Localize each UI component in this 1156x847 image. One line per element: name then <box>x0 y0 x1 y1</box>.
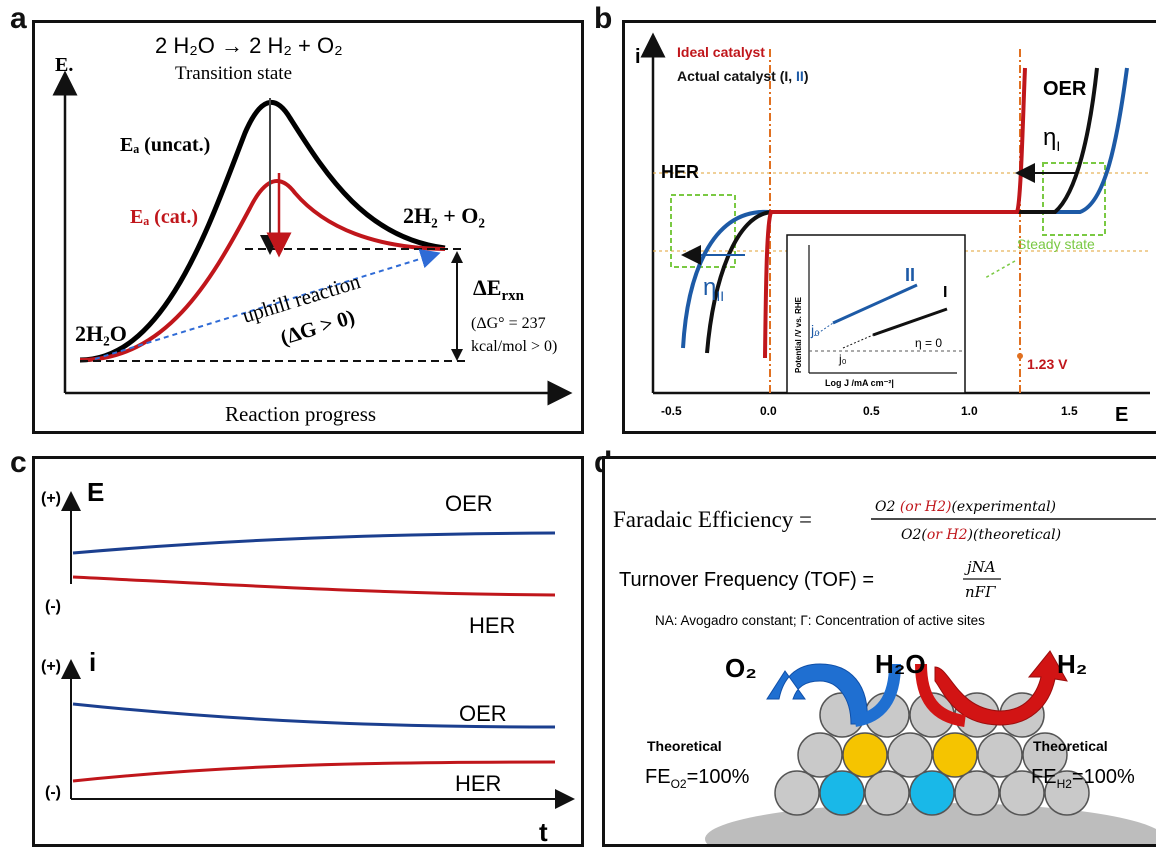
c-top-plus: (+) <box>41 490 61 507</box>
ea-uncat-label: Eₐ (uncat.) <box>120 134 210 156</box>
panel-b-label: b <box>594 2 613 35</box>
delta-e-label: ΔErxn <box>473 275 525 304</box>
panel-a: E. 2 H₂O → 2 H₂ + O₂ Transition state Eₐ… <box>32 20 584 434</box>
eta-i-label: ηI <box>1043 124 1060 154</box>
her-label: HER <box>661 162 699 182</box>
eta-ii-label: ηII <box>703 274 724 304</box>
b-y-axis-label: i <box>635 46 641 68</box>
ea-cat-label: Eₐ (cat.) <box>130 206 198 228</box>
panel-d-diagram: Faradaic Efficiency = O2 (or H2)(experim… <box>613 499 1156 844</box>
tick-label: 1.5 <box>1061 404 1078 418</box>
fe-o2-label: FEO2=100% <box>645 766 750 791</box>
ideal-catalyst-label: Ideal catalyst <box>677 44 765 60</box>
i-oer-curve <box>72 702 556 729</box>
tafel-inset: Potential /V vs. RHE Log J /mA cm⁻²| II … <box>786 234 966 394</box>
tof-denominator: nFΓ <box>965 583 996 601</box>
c-bottom-minus: (-) <box>45 784 61 801</box>
h2-label: H₂ <box>1057 649 1087 679</box>
i-her-curve <box>72 760 556 783</box>
catalyst-base <box>705 803 1156 844</box>
tick-label: 0.0 <box>760 404 777 418</box>
panel-a-label: a <box>10 2 27 35</box>
oer-label: OER <box>1043 78 1087 100</box>
reversible-marker <box>1017 353 1023 359</box>
steady-state-pointer <box>984 260 1016 279</box>
dg0-line2: kcal/mol > 0) <box>471 338 557 355</box>
c-top-oer-label: OER <box>445 491 493 516</box>
tick-label: -0.5 <box>661 404 682 418</box>
c-top-minus: (-) <box>45 598 61 615</box>
tof-numerator: jNA <box>964 558 996 576</box>
reaction-equation: 2 H₂O → 2 H₂ + O₂ <box>155 33 343 58</box>
tof-lhs: Turnover Frequency (TOF) = <box>619 569 874 591</box>
inset-x-label: Log J /mA cm⁻²| <box>825 378 894 388</box>
a-x-axis-label: Reaction progress <box>225 402 376 426</box>
inset-ii-label: II <box>905 265 915 285</box>
steady-state-label: Steady state <box>1017 236 1095 252</box>
e-her-curve <box>72 575 556 597</box>
theoretical-left: Theoretical <box>647 738 722 754</box>
b-x-axis-label: E <box>1115 404 1128 426</box>
reactant-label: 2H₂O <box>75 321 127 346</box>
uphill-arrow <box>94 248 441 360</box>
c-bottom-her-label: HER <box>455 771 501 796</box>
c-t-label: t <box>539 817 548 844</box>
c-bottom-plus: (+) <box>41 658 61 675</box>
h2o-label: H₂O <box>875 649 926 679</box>
c-bottom-y-label: i <box>89 647 96 677</box>
catalyzed-curve <box>79 179 446 362</box>
a-y-axis-label: E. <box>55 54 73 76</box>
inset-tafel-i <box>872 307 948 337</box>
inset-y-label: Potential /V vs. RHE <box>794 296 803 373</box>
fe-h2-label: FEH2=100% <box>1031 766 1135 791</box>
steady-box-her <box>670 194 736 268</box>
c-top-her-label: HER <box>469 613 515 638</box>
panel-c: (+) E (-) OER HER (+) i (-) OER HER t <box>32 456 584 847</box>
theoretical-right: Theoretical <box>1033 738 1108 754</box>
dg0-line1: (ΔG° = 237 <box>471 315 546 332</box>
panel-c-label: c <box>10 446 27 479</box>
c-bottom-oer-label: OER <box>459 701 507 726</box>
o2-evolution-arrow <box>766 663 868 725</box>
products-label: 2H₂ + O₂ <box>403 203 485 228</box>
b-ticks: -0.5 0.0 0.5 1.0 1.5 <box>661 404 1078 418</box>
steady-box-oer <box>1042 162 1106 236</box>
c-top-y-label: E <box>87 477 104 507</box>
panel-b-diagram: i E -0.5 0.0 0.5 1.0 1.5 Ideal catalyst … <box>635 32 1150 426</box>
atom-cluster <box>774 692 1090 816</box>
tick-label: 1.0 <box>961 404 978 418</box>
inset-j0-i: j₀ <box>838 352 847 366</box>
panel-a-diagram: E. 2 H₂O → 2 H₂ + O₂ Transition state Eₐ… <box>52 33 573 426</box>
panel-b: i E -0.5 0.0 0.5 1.0 1.5 Ideal catalyst … <box>622 20 1156 434</box>
panel-d: Faradaic Efficiency = O2 (or H2)(experim… <box>602 456 1156 847</box>
transition-state-label: Transition state <box>175 63 292 84</box>
reversible-potential-label: 1.23 V <box>1027 356 1068 372</box>
o2-label: O₂ <box>725 653 757 683</box>
panel-c-diagram: (+) E (-) OER HER (+) i (-) OER HER t <box>41 477 575 844</box>
fe-numerator: O2 (or H2)(experimental) <box>875 499 1056 515</box>
tick-label: 0.5 <box>863 404 880 418</box>
inset-tafel-ii <box>832 283 918 325</box>
fe-denominator: O2(or H2)(theoretical) <box>901 527 1061 543</box>
constants-note: NA: Avogadro constant; Γ: Concentration … <box>655 613 985 628</box>
uncatalyzed-curve <box>79 99 446 363</box>
inset-i-label: I <box>943 284 947 301</box>
inset-eta0-label: η = 0 <box>915 336 942 350</box>
actual-catalyst-label: Actual catalyst (I, II) <box>677 68 809 84</box>
fe-lhs: Faradaic Efficiency = <box>613 507 812 532</box>
ideal-curve <box>763 67 1027 359</box>
inset-j0-ii: j₀ <box>810 322 820 338</box>
e-oer-curve <box>72 531 556 555</box>
